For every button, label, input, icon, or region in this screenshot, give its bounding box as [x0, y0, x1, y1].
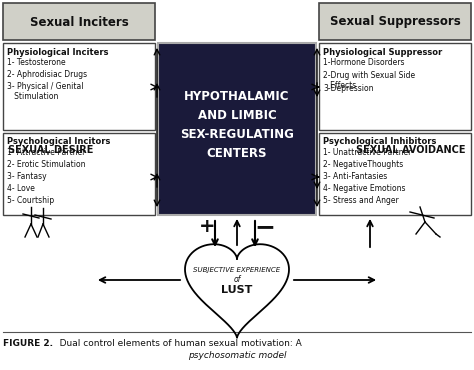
Text: Physiological Inciters: Physiological Inciters	[7, 48, 109, 57]
Bar	[319, 3, 471, 40]
Text: HYPOTHALAMIC
AND LIMBIC
SEX-REGULATING
CENTERS: HYPOTHALAMIC AND LIMBIC SEX-REGULATING C…	[180, 90, 294, 160]
Text: Dual control elements of human sexual motivation: A: Dual control elements of human sexual mo…	[51, 340, 302, 349]
Text: psychosomatic model: psychosomatic model	[188, 352, 286, 360]
Text: 3- Physical / Genital
   Stimulation: 3- Physical / Genital Stimulation	[7, 82, 83, 101]
Text: 1- Unattractive Partner: 1- Unattractive Partner	[323, 148, 411, 157]
Text: −: −	[255, 215, 275, 239]
Text: Sexual Suppressors: Sexual Suppressors	[329, 16, 460, 28]
Text: 1- Attractive Partner: 1- Attractive Partner	[7, 148, 85, 157]
Text: of: of	[233, 276, 241, 285]
Text: Psychological Incitors: Psychological Incitors	[7, 137, 110, 146]
Text: 5- Courtship: 5- Courtship	[7, 196, 54, 205]
Text: 2- NegativeThoughts: 2- NegativeThoughts	[323, 160, 403, 169]
Text: +: +	[199, 218, 215, 236]
Bar	[3, 133, 155, 215]
Text: 2- Aphrodisiac Drugs: 2- Aphrodisiac Drugs	[7, 70, 87, 79]
Text: 3- Anti-Fantasies: 3- Anti-Fantasies	[323, 172, 387, 181]
Text: 3-Depression: 3-Depression	[323, 84, 374, 93]
Text: 3- Fantasy: 3- Fantasy	[7, 172, 46, 181]
Text: 2-Drug with Sexual Side
   Effects: 2-Drug with Sexual Side Effects	[323, 71, 415, 90]
Bar	[319, 43, 471, 130]
Bar	[3, 3, 155, 40]
Bar	[158, 43, 316, 215]
Text: SEXUAL DESIRE: SEXUAL DESIRE	[8, 145, 93, 155]
Text: 5- Stress and Anger: 5- Stress and Anger	[323, 196, 399, 205]
Text: FIGURE 2.: FIGURE 2.	[3, 340, 53, 349]
Polygon shape	[185, 244, 289, 338]
Bar	[319, 133, 471, 215]
Text: Sexual Inciters: Sexual Inciters	[29, 16, 128, 28]
Text: 1-Hormone Disorders: 1-Hormone Disorders	[323, 58, 404, 67]
Bar	[3, 43, 155, 130]
Text: Physiological Suppressor: Physiological Suppressor	[323, 48, 442, 57]
Text: SEXUAL AVOIDANCE: SEXUAL AVOIDANCE	[356, 145, 466, 155]
Text: 4- Negative Emotions: 4- Negative Emotions	[323, 184, 405, 193]
Text: Psychological Inhibitors: Psychological Inhibitors	[323, 137, 437, 146]
Text: 2- Erotic Stimulation: 2- Erotic Stimulation	[7, 160, 85, 169]
Text: LUST: LUST	[221, 285, 253, 295]
Text: 4- Love: 4- Love	[7, 184, 35, 193]
Text: 1- Testosterone: 1- Testosterone	[7, 58, 65, 67]
Text: SUBJECTIVE EXPERIENCE: SUBJECTIVE EXPERIENCE	[193, 267, 281, 273]
